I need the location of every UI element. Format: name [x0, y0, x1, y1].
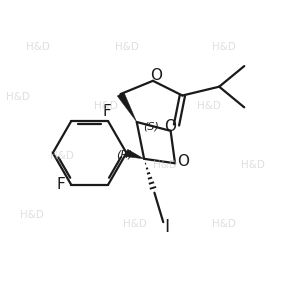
Text: H&D: H&D	[50, 151, 74, 161]
Text: F: F	[102, 104, 111, 119]
Text: H&D: H&D	[212, 42, 236, 52]
Text: H&D: H&D	[6, 92, 29, 102]
Text: H&D: H&D	[94, 101, 118, 111]
Polygon shape	[125, 149, 144, 159]
Text: H&D: H&D	[241, 160, 265, 170]
Text: I: I	[164, 218, 170, 236]
Text: H&D: H&D	[197, 101, 221, 111]
Text: (R): (R)	[116, 149, 133, 159]
Text: H&D: H&D	[20, 210, 44, 220]
Text: O: O	[177, 154, 189, 169]
Text: H&D: H&D	[212, 219, 236, 229]
Text: O: O	[150, 68, 162, 83]
Polygon shape	[117, 92, 137, 122]
Text: (S): (S)	[143, 122, 159, 131]
Text: H&D: H&D	[153, 160, 177, 170]
Text: F: F	[57, 177, 65, 192]
Text: H&D: H&D	[115, 42, 138, 52]
Text: H&D: H&D	[123, 219, 147, 229]
Text: O: O	[164, 119, 176, 134]
Text: H&D: H&D	[26, 42, 50, 52]
